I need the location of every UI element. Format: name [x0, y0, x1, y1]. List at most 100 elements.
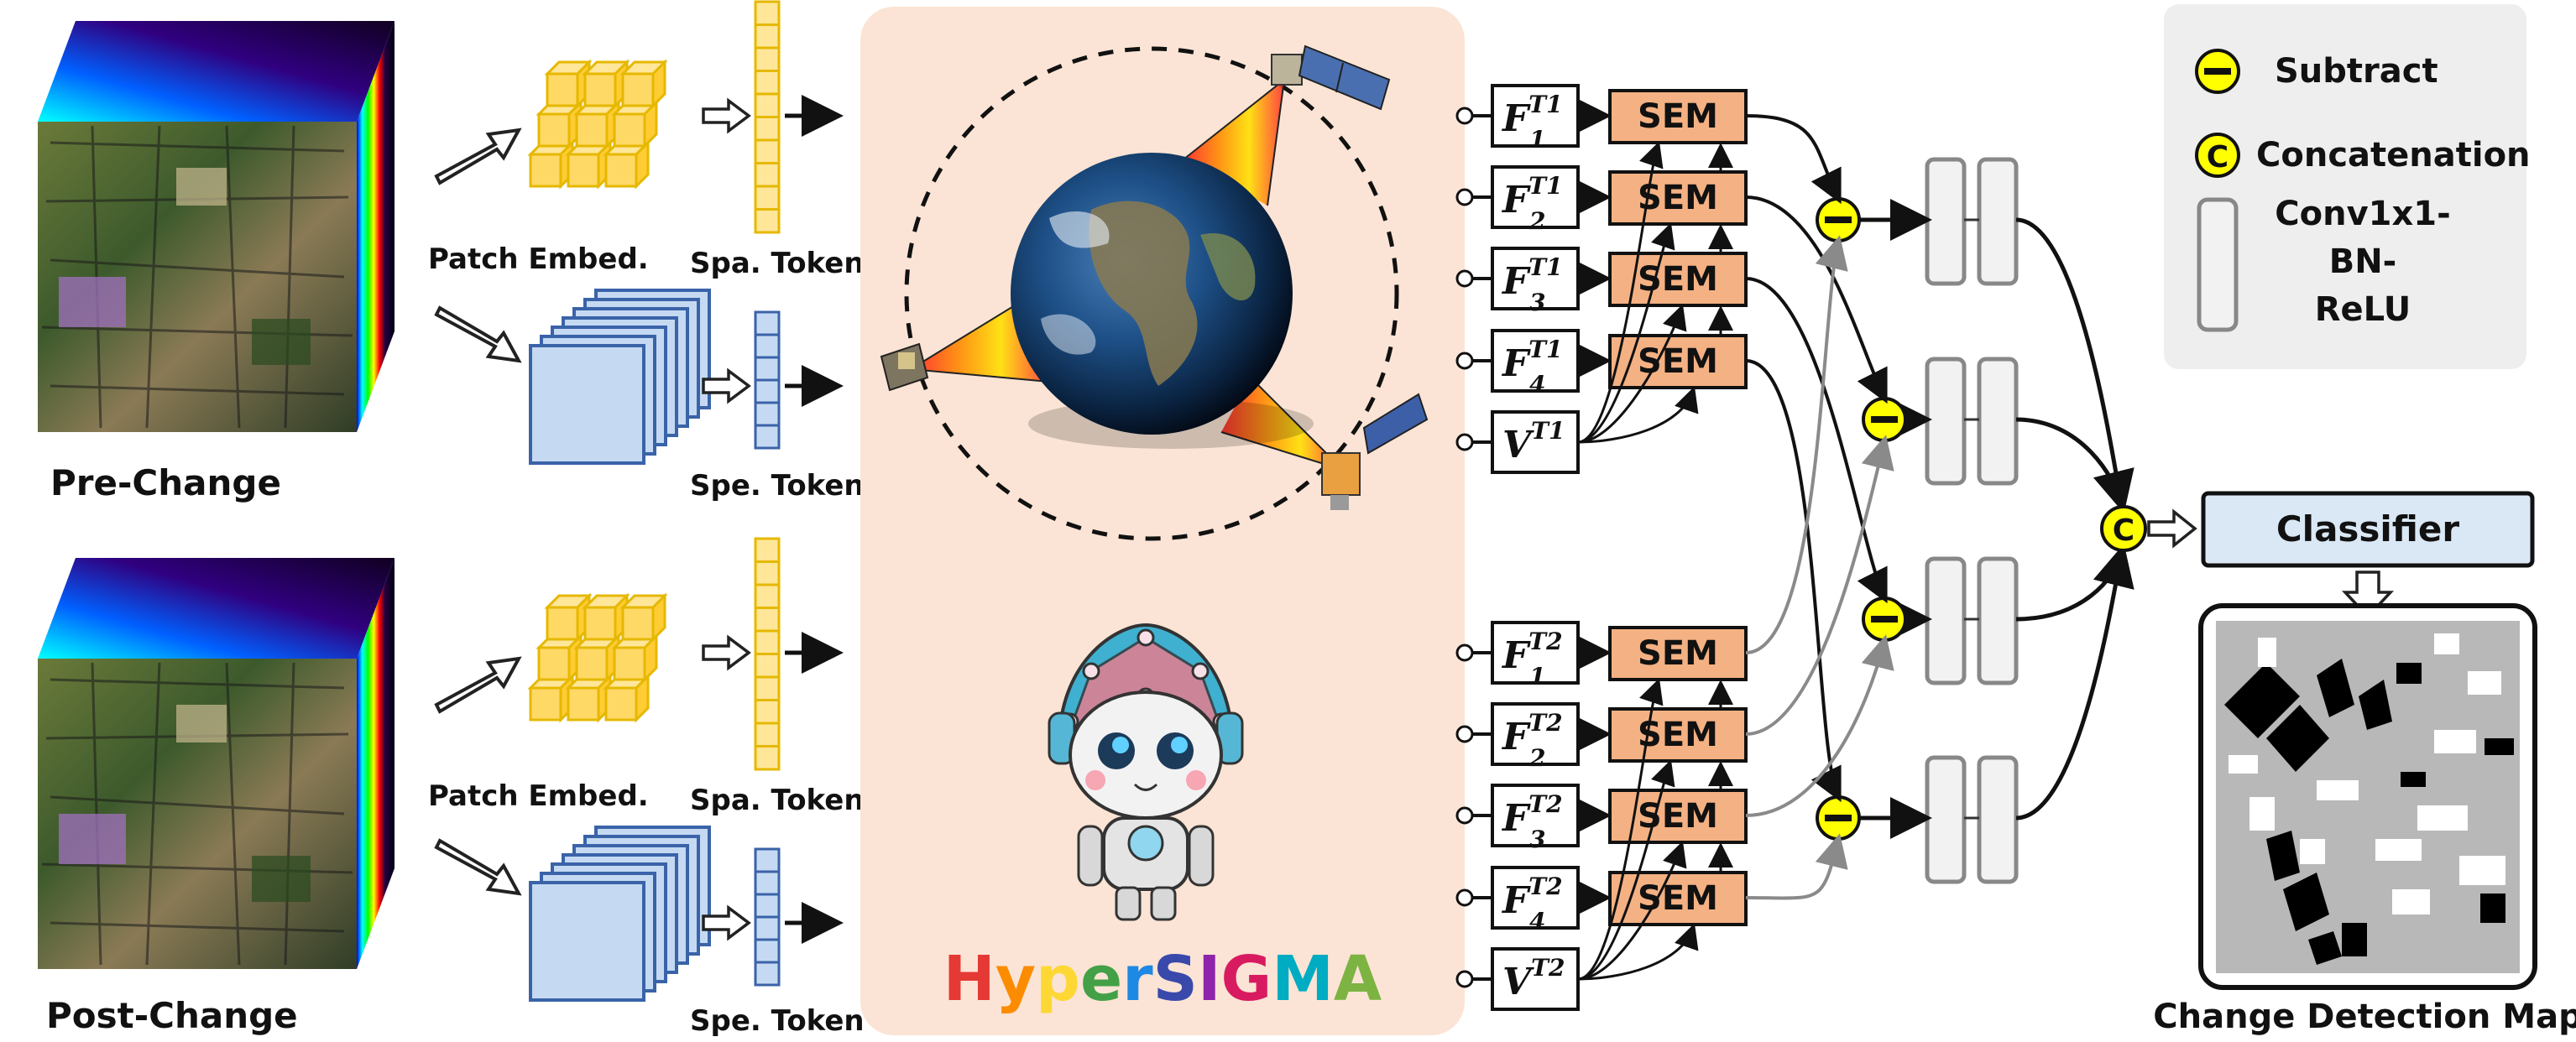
conv-block [1925, 755, 1967, 884]
input-port [1455, 888, 1474, 907]
patch-cube [582, 592, 630, 643]
token-cell [754, 893, 781, 919]
token-cell [754, 915, 781, 941]
token-cell [754, 378, 781, 404]
input-port [1455, 725, 1474, 743]
spatial-token-column-bottom [754, 537, 781, 771]
token-cell [754, 46, 781, 72]
patch-cube [565, 673, 614, 723]
feature-symbol: FT2 4 [1501, 873, 1563, 935]
concat-operator: C [2100, 505, 2147, 552]
patch-cube [603, 139, 651, 190]
conv-block [1925, 157, 1967, 286]
patch-cube [582, 59, 630, 109]
patch-cube [573, 633, 622, 683]
token-cell [754, 560, 781, 586]
token-cell [754, 138, 781, 164]
conv-block [1977, 755, 2019, 884]
token-cell [754, 23, 781, 49]
input-port [1455, 643, 1474, 662]
token-cell [754, 310, 781, 336]
token-cell [754, 870, 781, 896]
spe-token-label-top: Spe. Token [690, 469, 865, 503]
legend-conv-line3: ReLU [2315, 290, 2411, 329]
legend-conv-line1: Conv1x1- [2275, 195, 2450, 233]
conv-block [1925, 556, 1967, 685]
feature-symbol: FT2 3 [1501, 790, 1563, 853]
spa-token-label-top: Spa. Token [690, 247, 865, 280]
token-cell [754, 424, 781, 450]
subtract-operator-4 [1816, 795, 1861, 841]
backbone-panel [860, 7, 1465, 1035]
satellite-bottom-right [1321, 393, 1429, 510]
conv-blocks [1860, 157, 2134, 884]
spectral-slice [529, 881, 645, 1002]
token-cell [754, 938, 781, 964]
subtract-operator-1 [1816, 197, 1861, 242]
sem-label: SEM [1638, 97, 1718, 136]
spectral-slice [529, 344, 645, 465]
feature-box-t2-2 [1491, 702, 1580, 766]
token-cell [754, 699, 781, 725]
patch-embed-spectral-bottom [529, 826, 711, 1002]
patch-cube [619, 592, 668, 643]
token-cell [754, 653, 781, 679]
patch-embed-spatial-bottom [527, 592, 668, 723]
classifier-box [2201, 491, 2535, 568]
legend-conv-line2: BN- [2329, 242, 2397, 281]
model-name-letter: e [1080, 943, 1122, 1015]
token-cell [754, 401, 781, 427]
conv-block [1925, 357, 1967, 486]
model-name-letter: S [1153, 943, 1198, 1015]
sem-box-t1-4 [1608, 334, 1748, 389]
patch-embed-spatial-top [527, 59, 668, 190]
model-name-letter: M [1272, 943, 1334, 1015]
input-port [1455, 188, 1474, 206]
orbit-circle [904, 46, 1399, 541]
sem-label: SEM [1638, 716, 1718, 754]
model-name-logo: HyperSIGMA [943, 943, 1382, 1015]
satellite-top-right [1271, 44, 1391, 111]
svg-text:C: C [2113, 513, 2134, 548]
satellite-beams [910, 79, 1344, 471]
token-cell [754, 675, 781, 701]
concat-to-classifier-arrow [2147, 508, 2197, 549]
token-cell [754, 162, 781, 188]
patch-cube [544, 59, 593, 109]
input-port [1455, 433, 1474, 451]
model-name-letter: I [1198, 943, 1221, 1015]
embed-arrows [434, 128, 522, 896]
feature-symbol: FT1 4 [1501, 336, 1563, 399]
legend-conv-symbol [2197, 197, 2239, 332]
token-cell [754, 333, 781, 359]
legend-concat-label: Concatenation [2256, 136, 2531, 175]
token-cell [754, 583, 781, 609]
post-change-hsi-cube [38, 558, 394, 969]
classifier-label: Classifier [2276, 508, 2460, 550]
token-cell [754, 356, 781, 382]
model-name-letter: y [995, 943, 1036, 1015]
model-name-letter: G [1221, 943, 1272, 1015]
legend-concat-symbol: C [2195, 133, 2240, 178]
sem-label: SEM [1638, 179, 1718, 217]
sem-label: SEM [1638, 797, 1718, 836]
input-port [1455, 269, 1474, 288]
legend-panel [2164, 4, 2526, 369]
token-arrows [702, 97, 751, 941]
sem-label: SEM [1638, 260, 1718, 299]
spa-token-label-bottom: Spa. Token [690, 784, 865, 817]
patch-embed-spectral-top [529, 289, 711, 465]
token-cell [754, 92, 781, 118]
patch-embed-label-top: Patch Embed. [428, 242, 649, 276]
input-port [1455, 352, 1474, 370]
feature-box-t2-5 [1491, 947, 1580, 1011]
patch-cube [603, 673, 651, 723]
patch-cube [536, 633, 584, 683]
feature-box-t1-5 [1491, 410, 1580, 474]
feature-symbol: VT2 [1502, 954, 1565, 1003]
feature-symbol: FT1 1 [1501, 91, 1563, 154]
spe-token-label-bottom: Spe. Token [690, 1004, 865, 1038]
subtract-operator-3 [1862, 597, 1907, 642]
patch-embed-label-bottom: Patch Embed. [428, 779, 649, 813]
model-name-letter: r [1122, 943, 1153, 1015]
